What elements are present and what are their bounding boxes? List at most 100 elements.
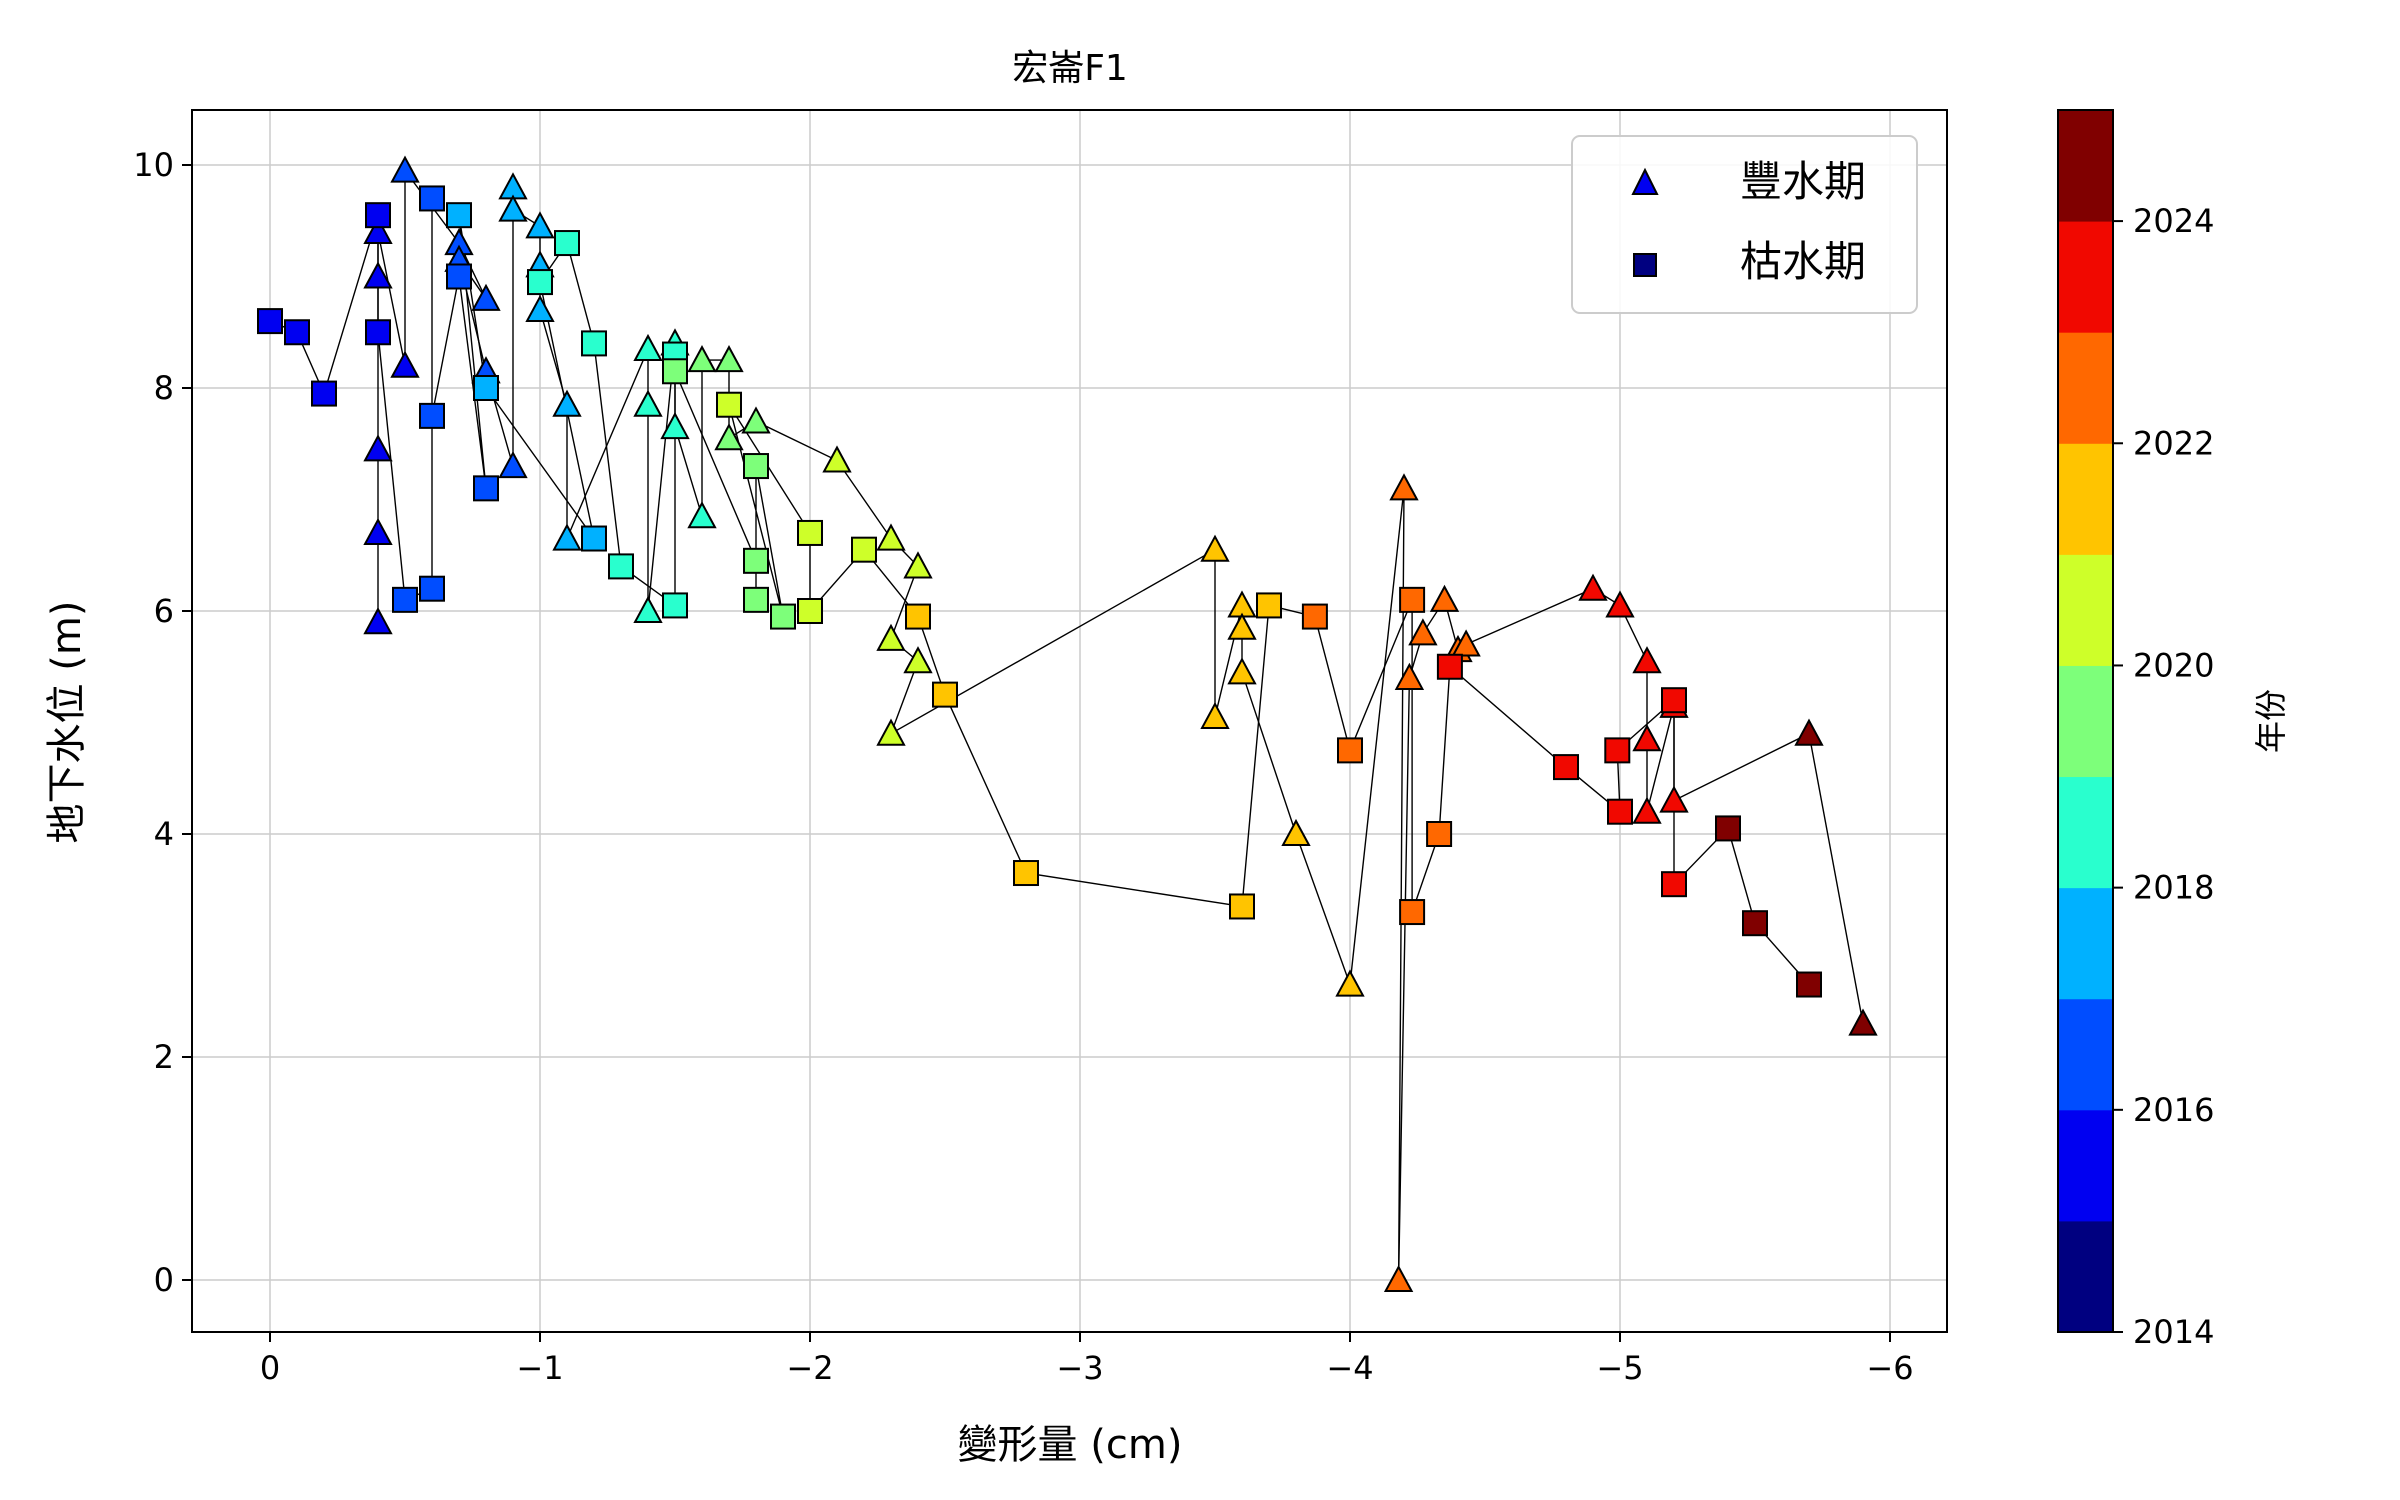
legend: 豐水期 枯水期 — [1571, 135, 1918, 314]
triangle-data-point — [1281, 818, 1311, 847]
square-data-point — [365, 319, 391, 346]
square-data-point — [419, 402, 445, 429]
y-tick-label: 10 — [133, 146, 174, 184]
square-data-point — [1607, 798, 1633, 825]
colorbar: 2014 2016 2018 2020 2022 2024 年份 — [2057, 109, 2290, 1351]
triangle-data-point — [363, 517, 393, 545]
triangle-data-point — [1451, 629, 1481, 657]
square-data-point — [1796, 971, 1822, 998]
triangle-data-point — [1632, 646, 1662, 674]
triangle-data-point — [525, 211, 555, 239]
colorbar-band — [2058, 887, 2113, 1000]
triangle-data-point — [390, 350, 420, 378]
square-data-point — [1426, 821, 1453, 847]
x-axis: 0 −1 −2 −3 −4 −5 −6 — [260, 1332, 1914, 1387]
square-data-point — [797, 519, 823, 546]
colorbar-tick-label: 2020 — [2133, 646, 2214, 684]
triangle-data-point — [1408, 618, 1438, 646]
square-data-point — [1229, 893, 1255, 920]
triangle-data-point — [1632, 724, 1662, 752]
colorbar-ticks: 2014 2016 2018 2020 2022 2024 — [2113, 202, 2214, 1351]
x-axis-label: 變形量 (cm) — [958, 1422, 1183, 1468]
square-data-point — [1715, 815, 1741, 842]
y-tick-label: 8 — [154, 369, 174, 407]
square-data-point — [392, 586, 418, 613]
triangle-data-point — [876, 623, 906, 651]
square-data-point — [797, 598, 823, 624]
square-data-point — [473, 375, 499, 401]
triangle-data-point — [687, 501, 717, 529]
square-data-point — [1301, 603, 1328, 630]
colorbar-bands — [2058, 110, 2113, 1333]
plot-area — [257, 155, 1878, 1293]
square-data-point — [419, 185, 445, 212]
triangle-data-point — [876, 718, 906, 746]
colorbar-band — [2058, 1109, 2113, 1222]
square-data-point — [1399, 899, 1426, 926]
y-tick-label: 2 — [154, 1038, 174, 1076]
square-data-point — [662, 358, 688, 385]
square-data-point — [1742, 910, 1768, 937]
triangle-data-point — [1632, 796, 1662, 824]
data-markers — [257, 155, 1878, 1293]
colorbar-label: 年份 — [2252, 689, 2290, 753]
triangle-data-point — [1383, 1264, 1414, 1293]
triangle-data-point — [1335, 969, 1365, 997]
square-data-point — [581, 330, 607, 357]
x-tick-label: −4 — [1326, 1349, 1373, 1387]
x-tick-label: −2 — [786, 1349, 833, 1387]
triangle-data-point — [363, 434, 393, 462]
square-data-point — [365, 202, 391, 229]
triangle-data-point — [741, 406, 771, 434]
y-tick-label: 6 — [154, 592, 174, 630]
legend-box — [1571, 135, 1918, 314]
triangle-data-point — [903, 646, 933, 674]
square-data-point — [446, 202, 472, 229]
triangle-data-point — [1659, 785, 1689, 813]
colorbar-band — [2058, 332, 2113, 444]
triangle-data-point — [363, 261, 393, 289]
series-connector-line — [269, 198, 1810, 985]
colorbar-tick-label: 2014 — [2133, 1313, 2214, 1351]
colorbar-band — [2058, 665, 2113, 778]
square-data-point — [770, 603, 796, 630]
triangle-data-point — [687, 345, 717, 373]
colorbar-tick-label: 2024 — [2133, 202, 2214, 240]
chart-title: 宏崙F1 — [1012, 48, 1128, 89]
triangle-data-point — [471, 283, 501, 311]
legend-label-dry-season: 枯水期 — [1740, 237, 1866, 286]
colorbar-band — [2058, 1220, 2113, 1333]
square-data-point — [716, 391, 742, 418]
triangle-data-point — [1394, 662, 1425, 690]
square-data-point — [1013, 860, 1039, 887]
square-data-point — [257, 308, 283, 335]
triangle-data-point — [1848, 1008, 1878, 1036]
y-axis: 0 2 4 6 8 10 — [133, 146, 192, 1299]
legend-triangle-marker — [1631, 167, 1659, 195]
colorbar-tick-label: 2022 — [2133, 424, 2214, 462]
triangle-data-point — [552, 389, 582, 417]
triangle-data-point — [903, 551, 933, 579]
triangle-data-point — [1227, 657, 1257, 685]
triangle-data-point — [363, 216, 393, 244]
triangle-data-point — [1200, 701, 1230, 729]
square-data-point — [581, 525, 607, 552]
triangle-data-point — [633, 389, 663, 417]
y-tick-label: 0 — [154, 1261, 174, 1299]
triangle-data-point — [1389, 473, 1419, 501]
triangle-data-point — [714, 345, 744, 373]
colorbar-tick-label: 2018 — [2133, 869, 2214, 907]
colorbar-band — [2058, 776, 2113, 889]
square-data-point — [527, 269, 553, 296]
colorbar-frame — [2057, 109, 2114, 1333]
triangle-data-point — [876, 523, 906, 551]
square-data-point — [1399, 586, 1426, 613]
square-data-point — [608, 553, 634, 580]
square-data-point — [1337, 737, 1363, 764]
square-data-point — [743, 547, 769, 574]
square-data-point — [905, 603, 931, 630]
triangle-data-point — [1794, 718, 1824, 746]
triangle-data-point — [822, 445, 852, 473]
colorbar-band — [2058, 443, 2113, 555]
